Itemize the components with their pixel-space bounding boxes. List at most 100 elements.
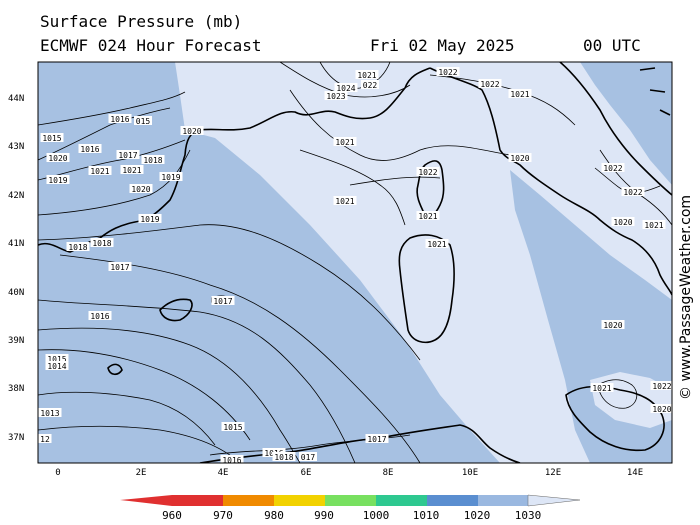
isobar-label-bg bbox=[211, 296, 235, 305]
coast-sardinia bbox=[398, 234, 455, 344]
isobar-label-bg bbox=[333, 137, 357, 146]
isobar-label: 1020 bbox=[182, 127, 201, 136]
isobar-label: 1019 bbox=[140, 215, 159, 224]
isobar-label-bg bbox=[590, 383, 614, 392]
isobar-label: 1022 bbox=[438, 68, 457, 77]
isobar-label-bg bbox=[108, 262, 132, 271]
lat-label: 38N bbox=[8, 384, 25, 394]
isobar-label: 1020 bbox=[603, 321, 622, 330]
isobar-line bbox=[319, 62, 391, 89]
isobar-label-bg bbox=[642, 220, 666, 229]
isobar-label-bg bbox=[355, 70, 379, 79]
isobar-label: 1022 bbox=[603, 164, 622, 173]
lat-label: 43N bbox=[8, 142, 25, 152]
isobar-label: 1016 bbox=[222, 456, 241, 465]
lon-label: 10E bbox=[461, 468, 479, 478]
chart-subtitle: ECMWF 024 Hour Forecast bbox=[40, 36, 262, 55]
isobar-label-bg bbox=[650, 404, 672, 413]
isobar-label-bg bbox=[508, 153, 532, 162]
isobar-label: 1019 bbox=[161, 173, 180, 182]
isobar-label-bg bbox=[416, 167, 440, 176]
isobar-label: 1016 bbox=[90, 312, 109, 321]
isobar-line bbox=[38, 327, 301, 463]
isobar-line bbox=[38, 224, 421, 361]
isobar-label-bg bbox=[299, 452, 317, 461]
isobar-label: 1016 bbox=[80, 145, 99, 154]
lat-label: 42N bbox=[8, 191, 25, 201]
isobar-label-bg bbox=[88, 311, 112, 320]
legend-tick: 1010 bbox=[412, 509, 440, 522]
isobar-label-bg bbox=[138, 214, 162, 223]
isobar-label: 1017 bbox=[367, 435, 386, 444]
isobar-label: 1021 bbox=[427, 240, 446, 249]
lon-label: 6E bbox=[300, 468, 312, 478]
isobar-label: 1022 bbox=[652, 382, 671, 391]
lon-label: 2E bbox=[135, 468, 147, 478]
isobar-label: 1018 bbox=[92, 239, 111, 248]
isobar-label: 12 bbox=[40, 435, 50, 444]
isobar-label: 1022 bbox=[623, 188, 642, 197]
isobar-line bbox=[38, 107, 171, 161]
isobar-label-bg bbox=[116, 150, 140, 159]
isobar-label-bg bbox=[650, 381, 672, 390]
isobar-label: 1022 bbox=[480, 80, 499, 89]
isobar-label: 1018 bbox=[274, 453, 293, 462]
lon-label: 12E bbox=[544, 468, 562, 478]
isobar-line bbox=[349, 176, 441, 186]
coast-italy-west bbox=[429, 67, 672, 296]
isobar-label-bg bbox=[324, 91, 348, 100]
forecast-time: 00 UTC bbox=[583, 36, 641, 55]
isobar-labels: 1021 1022 1022 1024 022 1023 1021 1016 015 1020 10… bbox=[38, 67, 672, 465]
isobar-label-bg bbox=[601, 320, 625, 329]
isobar-label-bg bbox=[78, 144, 102, 153]
lon-label: 0 bbox=[55, 468, 61, 478]
lat-label: 37N bbox=[8, 433, 25, 443]
isobar-line bbox=[38, 149, 191, 216]
legend-tick: 1030 bbox=[514, 509, 542, 522]
coast-ibiza bbox=[107, 363, 123, 376]
isobar-line bbox=[299, 149, 406, 226]
isobar-label: 1014 bbox=[47, 362, 66, 371]
isobar-label-bg bbox=[416, 211, 440, 220]
isobar-label: 1017 bbox=[213, 297, 232, 306]
isobar-label-bg bbox=[478, 79, 502, 88]
isobar-label-bg bbox=[38, 408, 62, 417]
lat-label: 39N bbox=[8, 336, 25, 346]
isobar-label: 1021 bbox=[90, 167, 109, 176]
map-frame bbox=[37, 61, 673, 464]
isobar-label: 1018 bbox=[68, 243, 87, 252]
isobar-label: 1020 bbox=[510, 154, 529, 163]
isobar-line bbox=[289, 89, 511, 161]
isobar-label: 1015 bbox=[223, 423, 242, 432]
isobar-label: 017 bbox=[301, 453, 316, 462]
isobar-line bbox=[38, 139, 186, 181]
lon-label: 8E bbox=[382, 468, 394, 478]
lat-label: 40N bbox=[8, 288, 25, 298]
isobar-label: 1017 bbox=[110, 263, 129, 272]
isobar-label-bg bbox=[508, 89, 532, 98]
lon-label: 14E bbox=[626, 468, 644, 478]
isobar-label: 1018 bbox=[143, 156, 162, 165]
chart-title: Surface Pressure (mb) bbox=[40, 12, 243, 31]
isobar-line bbox=[59, 254, 421, 463]
isobar-label: 1013 bbox=[40, 409, 59, 418]
isobar-label: 1016 bbox=[110, 115, 129, 124]
forecast-date: Fri 02 May 2025 bbox=[370, 36, 515, 55]
isobar-label-bg bbox=[66, 242, 90, 251]
isobar-label-bg bbox=[621, 187, 645, 196]
isobar-label: 1021 bbox=[592, 384, 611, 393]
isobar-label-bg bbox=[601, 163, 625, 172]
isobar-label: 1020 bbox=[613, 218, 632, 227]
isobar-label: 1015 bbox=[47, 355, 66, 364]
isobar-label: 1021 bbox=[122, 166, 141, 175]
isobar-label: 1021 bbox=[335, 197, 354, 206]
isobar-label: 1020 bbox=[131, 185, 150, 194]
legend-tick: 1020 bbox=[463, 509, 491, 522]
credit-text: © www.PassageWeather.com bbox=[678, 194, 694, 400]
legend-tick: 960 bbox=[162, 509, 182, 522]
isobar-label-bg bbox=[40, 133, 64, 142]
isobar-label: 1021 bbox=[357, 71, 376, 80]
isobar-label-bg bbox=[46, 153, 70, 162]
isobar-label-bg bbox=[88, 166, 112, 175]
